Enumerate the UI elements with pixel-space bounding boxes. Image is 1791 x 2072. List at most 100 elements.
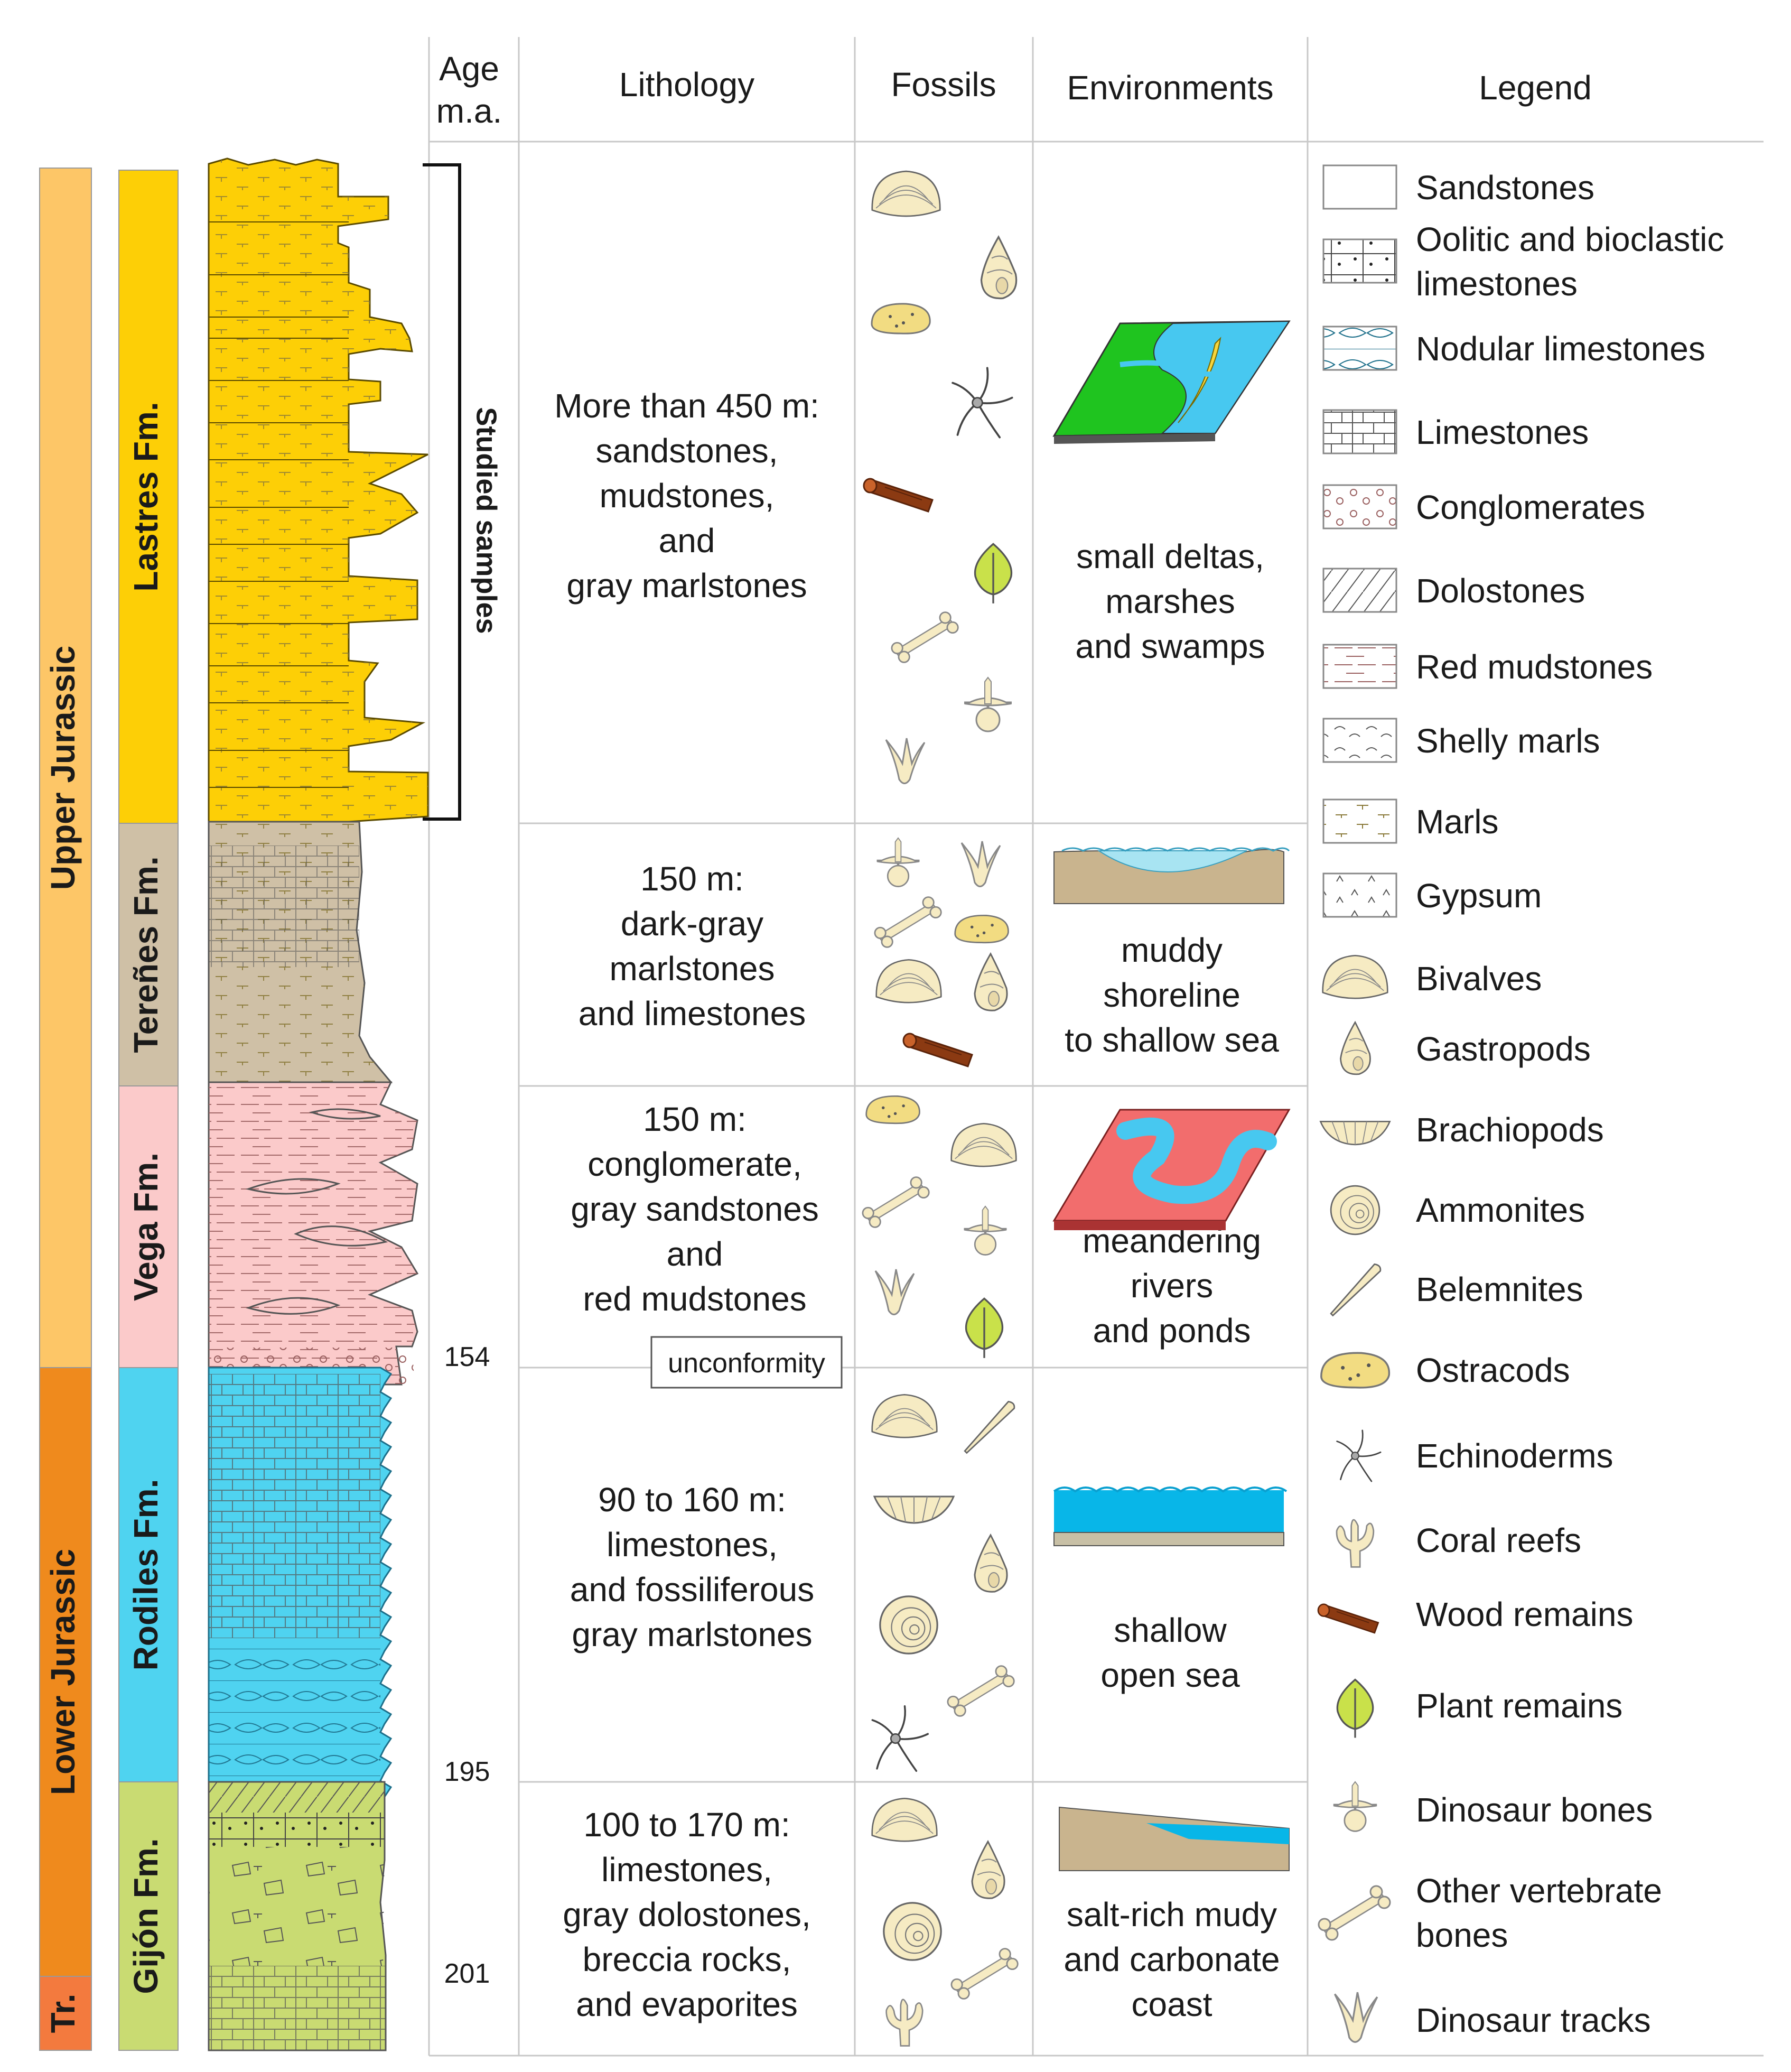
lithology-text: breccia rocks, (583, 1940, 791, 1978)
delta-sand (1178, 337, 1221, 423)
wood-legend-icon (1318, 1604, 1378, 1633)
track-fossil-icon (874, 1268, 915, 1315)
bivalve-fossil-icon (871, 170, 941, 217)
lastres-marl-pattern (209, 159, 428, 822)
gastropod-legend-icon (1341, 1023, 1370, 1074)
legend-label: Other vertebrate (1416, 1872, 1662, 1910)
epoch-label: Upper Jurassic (44, 646, 82, 890)
legend-label: Brachiopods (1416, 1111, 1604, 1149)
brachiopod-legend-icon (1320, 1121, 1389, 1145)
dinobone-fossil-icon (964, 677, 1012, 731)
delta-channel (1120, 360, 1228, 377)
bivalve-fossil-icon (871, 1797, 938, 1842)
legend-label: Echinoderms (1416, 1437, 1613, 1475)
ostracod-legend-icon (1321, 1353, 1389, 1388)
plant-legend-icon (1337, 1680, 1373, 1738)
environment-text: marshes (1105, 582, 1235, 620)
formation-label: Tereñes Fm. (127, 856, 165, 1053)
lithology-text: mudstones, (600, 477, 775, 515)
legend-label: Shelly marls (1416, 722, 1600, 760)
header-age: Age (439, 50, 499, 88)
coral-legend-icon (1337, 1520, 1374, 1567)
coast-diagram (1059, 1806, 1290, 1871)
gastropod-fossil-icon (971, 1841, 1005, 1899)
legend-swatch-pattern (1322, 484, 1397, 529)
bone-fossil-icon (892, 612, 958, 663)
formation-label: Rodiles Fm. (127, 1479, 165, 1671)
formation-bar (118, 1781, 179, 2051)
environment-text: and ponds (1093, 1312, 1251, 1350)
river-channel (1116, 1117, 1277, 1204)
studied-samples-label: Studied samples (471, 407, 502, 634)
gastropod-fossil-icon (974, 1534, 1008, 1593)
epoch-label: Lower Jurassic (44, 1549, 82, 1795)
legend-label: Dolostones (1416, 572, 1585, 610)
gastropod-fossil-icon (974, 953, 1008, 1011)
track-legend-icon (1335, 1992, 1377, 2042)
brachiopod-fossil-icon (873, 1495, 955, 1524)
legend-swatch-pattern (1322, 798, 1397, 844)
echinoderm-fossil-icon (952, 367, 1013, 439)
bone-fossil-icon (952, 1949, 1018, 1999)
coast-water (1146, 1823, 1289, 1844)
terenes-limestone (209, 845, 359, 967)
lithology-text: and fossiliferous (570, 1571, 814, 1609)
environment-text: coast (1132, 1985, 1212, 2023)
ostracod-fossil-icon (865, 1095, 920, 1125)
wood-fossil-icon (863, 478, 934, 513)
lithology-text: gray marlstones (566, 566, 807, 605)
environment-text: and swamps (1075, 627, 1265, 665)
legend-swatch-pattern (1322, 718, 1397, 763)
gijon-limestone (209, 1966, 386, 2050)
age-tick-154: 154 (444, 1342, 490, 1372)
environment-text: and carbonate (1064, 1940, 1280, 1978)
track-fossil-icon (885, 737, 926, 784)
lens-body (246, 1297, 341, 1315)
legend-label: Gypsum (1416, 877, 1542, 915)
lithology-text: and (659, 522, 715, 560)
lithology-text: and (667, 1235, 723, 1273)
legend-label: Belemnites (1416, 1270, 1583, 1308)
formation-bar (118, 1367, 179, 1782)
dinobone-fossil-icon (877, 838, 920, 887)
legend-label: Dinosaur bones (1416, 1791, 1653, 1829)
lithology-text: gray marlstones (572, 1615, 812, 1653)
lens-body (245, 1178, 341, 1195)
formation-bar (118, 1085, 179, 1368)
gijon-oolitic (209, 1813, 385, 1847)
legend-label: Bivalves (1416, 960, 1542, 998)
legend-label: Ammonites (1416, 1191, 1585, 1229)
lithology-text: limestones, (601, 1851, 772, 1889)
river-edge (1054, 1221, 1226, 1230)
epoch-label: Tr. (44, 1994, 82, 2033)
lens-body (294, 1225, 388, 1247)
lithology-text: 150 m: (640, 860, 744, 898)
gastropod-fossil-icon (980, 236, 1018, 300)
lithology-text: More than 450 m: (554, 387, 819, 425)
lithology-text: 90 to 160 m: (598, 1481, 786, 1519)
formation-bar (118, 170, 179, 824)
legend-label: Conglomerates (1416, 488, 1645, 526)
lithology-text: limestones, (607, 1526, 778, 1564)
lithology-text: red mudstones (583, 1280, 806, 1318)
echinoderm-legend-icon (1336, 1429, 1382, 1482)
lithology-text: dark-gray (621, 905, 763, 943)
unconformity-label: unconformity (668, 1348, 825, 1379)
ammonite-legend-icon (1330, 1185, 1380, 1235)
river-diagram (1052, 1109, 1291, 1222)
lithology-text: 100 to 170 m: (583, 1806, 790, 1844)
open-sea-diagram (1054, 1490, 1284, 1532)
epoch-bar (39, 1367, 92, 1977)
environment-text: shoreline (1103, 976, 1240, 1014)
ostracod-fossil-icon (871, 303, 931, 335)
bivalve-fossil-icon (875, 959, 942, 1004)
bone-fossil-icon (948, 1666, 1014, 1716)
header-legend: Legend (1479, 69, 1592, 107)
plant-fossil-icon (965, 1297, 1004, 1359)
bone-fossil-icon (863, 1177, 929, 1228)
legend-label: Ostracods (1416, 1351, 1570, 1389)
wood-fossil-icon (902, 1033, 973, 1067)
rodiles-limestone (209, 1374, 380, 1638)
lithology-text: 150 m: (643, 1100, 747, 1138)
header-lithology: Lithology (619, 66, 754, 104)
